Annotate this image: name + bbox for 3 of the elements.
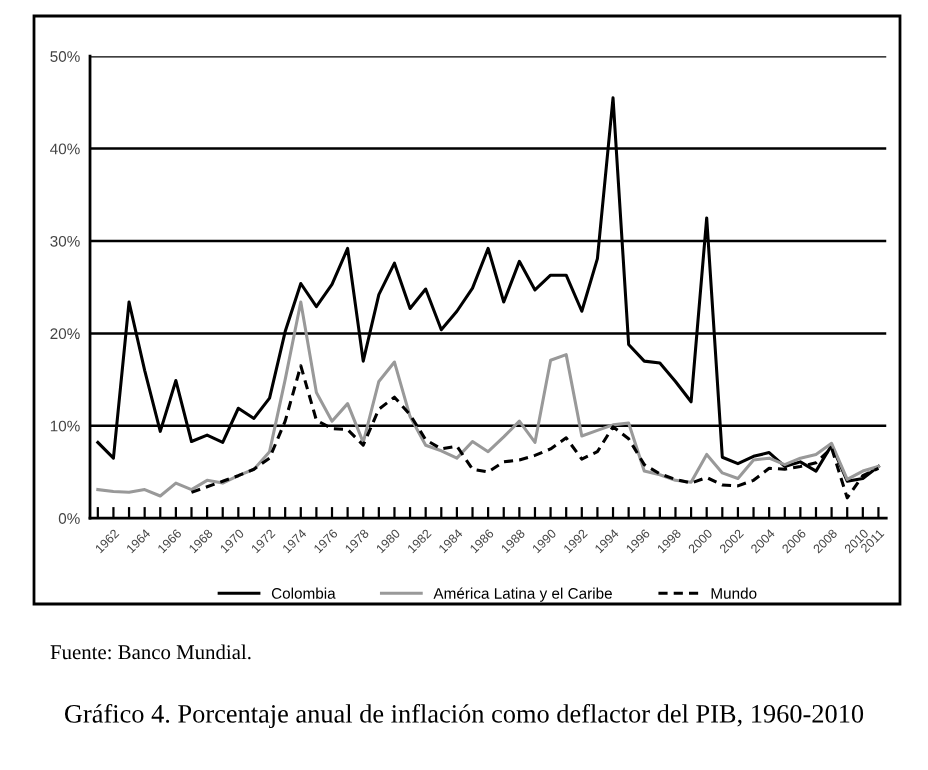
- text: Gráfico 4. Porcentaje anual de inflación como deflactor del PIB, 1960-2010: [64, 703, 864, 729]
- line-series: [96, 300, 880, 498]
- source-note: Fuente: Banco Mundial.: [50, 644, 251, 660]
